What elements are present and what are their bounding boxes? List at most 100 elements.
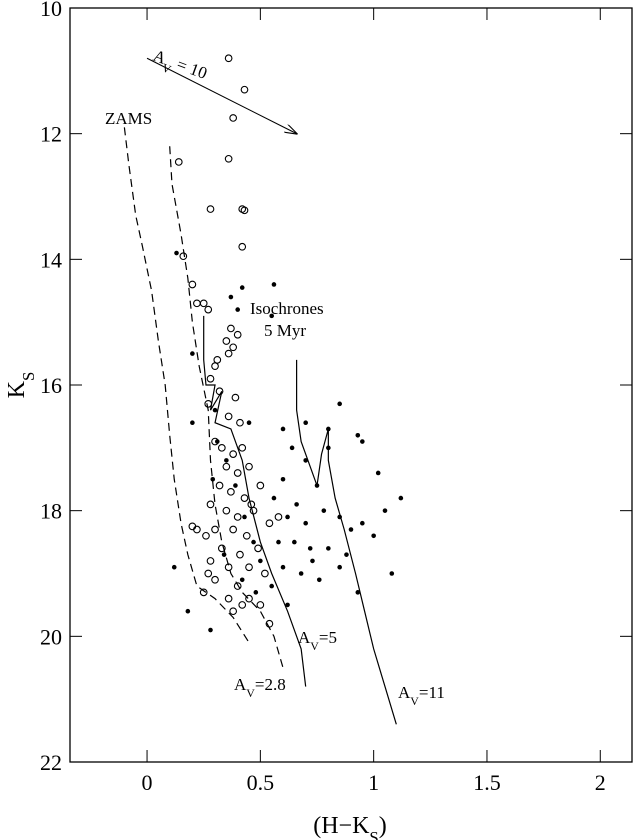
- filled-star: [321, 508, 327, 513]
- x-tick-label: 0.5: [247, 770, 275, 795]
- filled-star: [355, 432, 361, 438]
- open-star: [202, 531, 210, 540]
- open-star: [224, 154, 233, 163]
- filled-star: [348, 527, 354, 532]
- annotation-main: 5 Myr: [264, 321, 306, 340]
- filled-star: [298, 571, 304, 576]
- open-star: [179, 252, 188, 261]
- open-star: [199, 588, 208, 597]
- filled-star: [326, 546, 331, 551]
- open-star: [211, 525, 219, 534]
- filled-star: [239, 577, 245, 583]
- filled-star: [224, 458, 229, 463]
- open-star: [206, 374, 215, 383]
- y-axis-label-sub: S: [19, 372, 38, 381]
- filled-star: [251, 539, 256, 545]
- filled-star: [303, 520, 308, 526]
- open-star: [206, 557, 215, 565]
- open-star: [188, 522, 197, 531]
- annotation: Isochrones: [250, 299, 324, 318]
- filled-star: [190, 420, 195, 426]
- open-star: [206, 500, 215, 509]
- filled-star: [258, 558, 263, 564]
- open-star: [211, 362, 219, 371]
- open-star: [188, 280, 197, 289]
- x-tick-label: 2: [595, 770, 606, 795]
- filled-star: [280, 564, 286, 570]
- filled-star: [228, 294, 234, 300]
- filled-star: [303, 458, 308, 463]
- dashed-track: [123, 127, 250, 643]
- arrow-label: AV = 10: [149, 46, 210, 89]
- open-star: [240, 85, 249, 94]
- annotation: AV=2.8: [234, 675, 286, 700]
- annotation-sub: V: [246, 686, 255, 700]
- open-star: [231, 393, 240, 402]
- filled-star: [371, 533, 376, 539]
- open-star: [236, 550, 244, 559]
- y-tick-label: 22: [40, 750, 62, 775]
- open-star: [236, 418, 244, 427]
- x-tick-label: 1.5: [473, 770, 501, 795]
- open-star: [174, 158, 183, 166]
- open-star: [199, 299, 208, 308]
- open-star: [245, 594, 253, 603]
- filled-star: [208, 627, 213, 633]
- y-tick-label: 10: [40, 0, 62, 21]
- open-star: [222, 337, 231, 345]
- filled-star: [221, 552, 227, 557]
- open-star: [217, 544, 226, 553]
- filled-star: [233, 483, 238, 488]
- plot-frame: [69, 7, 633, 763]
- filled-star: [307, 546, 313, 551]
- open-star: [240, 206, 249, 215]
- y-tick-label: 16: [40, 373, 62, 398]
- filled-star: [360, 520, 365, 526]
- filled-star: [276, 539, 281, 545]
- arrow-label-tail: = 10: [170, 53, 209, 83]
- open-star: [238, 601, 247, 609]
- filled-star: [171, 564, 177, 570]
- y-tick-label: 12: [40, 122, 62, 147]
- filled-star: [360, 439, 365, 444]
- open-star: [254, 544, 262, 553]
- reddening-arrow: [146, 57, 297, 133]
- annotation-tail: =5: [319, 628, 337, 647]
- filled-star: [337, 564, 342, 570]
- open-star: [274, 513, 283, 521]
- x-axis-label-sub: S: [369, 828, 378, 840]
- annotation: 5 Myr: [264, 321, 306, 340]
- open-star: [222, 506, 231, 515]
- open-star: [204, 305, 213, 314]
- x-axis-label-tail: ): [379, 813, 387, 839]
- isochrone: [203, 315, 307, 687]
- filled-star: [280, 476, 286, 482]
- open-star: [229, 525, 238, 534]
- open-star: [204, 569, 213, 578]
- annotation-tail: =2.8: [255, 675, 286, 694]
- open-star: [238, 242, 247, 251]
- open-star: [256, 601, 265, 609]
- open-star: [242, 531, 251, 540]
- annotation: AV=5: [298, 628, 337, 653]
- filled-star: [271, 282, 277, 287]
- annotation-tail: =11: [419, 683, 445, 702]
- filled-star: [344, 552, 349, 557]
- y-tick-label: 14: [40, 247, 62, 272]
- open-star: [229, 450, 238, 458]
- filled-star: [271, 495, 277, 501]
- open-star: [217, 443, 226, 452]
- filled-star: [289, 445, 295, 451]
- filled-star: [285, 514, 290, 520]
- annotation-main: A: [398, 683, 411, 702]
- open-star: [211, 575, 219, 584]
- filled-star: [242, 514, 247, 520]
- filled-star: [269, 313, 274, 319]
- open-star: [224, 349, 233, 358]
- isochrone: [296, 359, 397, 725]
- filled-star: [294, 502, 299, 507]
- filled-star: [310, 558, 315, 564]
- open-star: [222, 462, 231, 471]
- open-star: [265, 519, 274, 528]
- filled-star: [212, 407, 218, 413]
